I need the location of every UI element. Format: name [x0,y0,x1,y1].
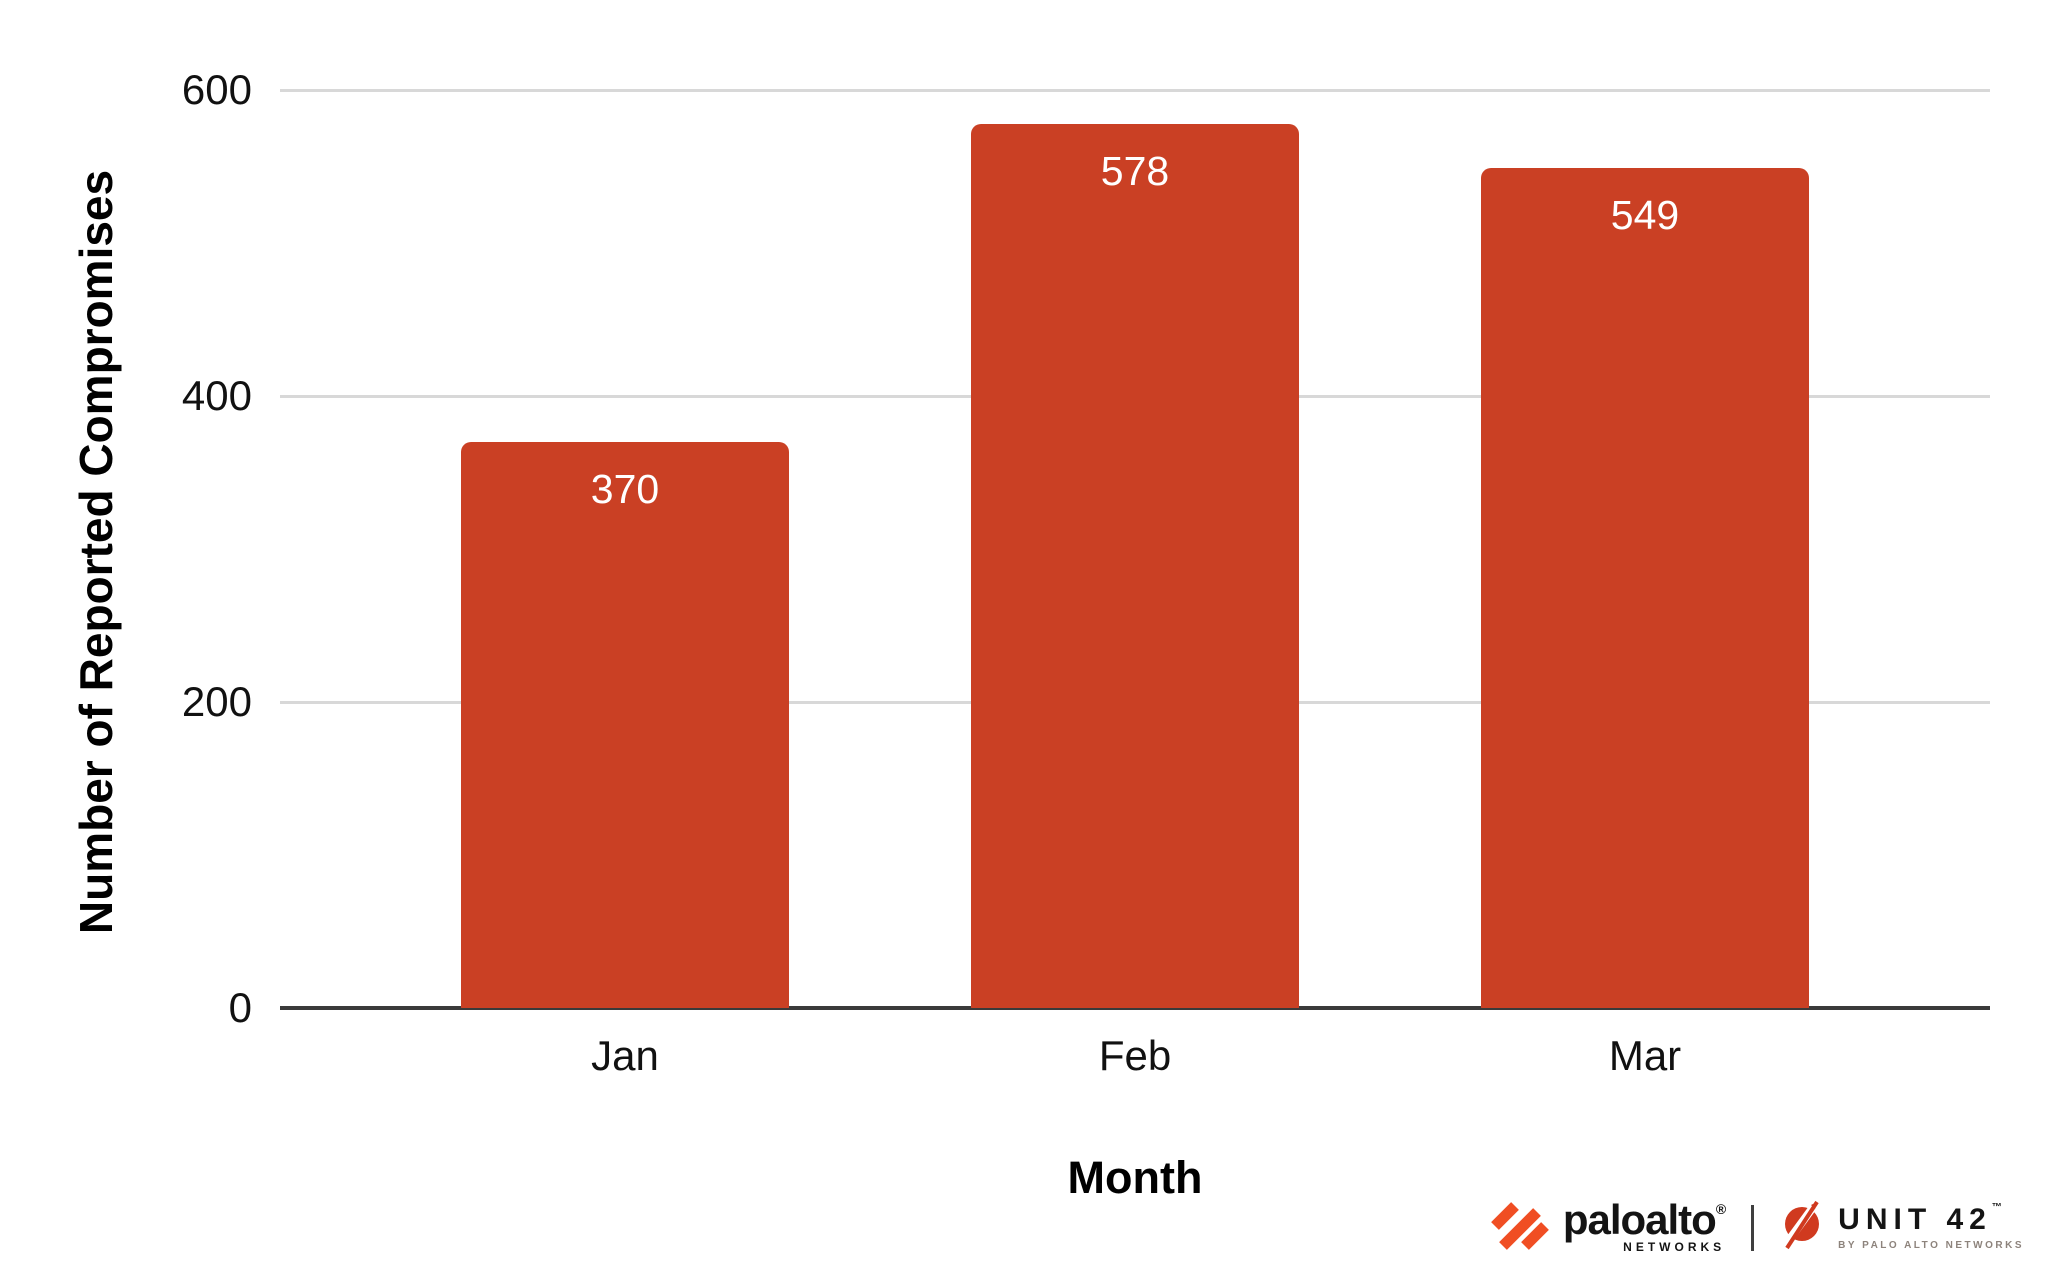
x-tick-label-mar: Mar [1608,1032,1682,1079]
bar-value-label-mar: 549 [1610,192,1680,239]
bar-mar: 549 [1481,168,1809,1008]
logo-divider [1751,1204,1755,1251]
bar-jan: 370 [461,441,789,1008]
paloalto-networks-logo: paloalto ® NETWORKS [1487,1195,1726,1257]
x-axis-title: Month [1067,1152,1203,1203]
gridline-600 [280,88,1990,92]
unit42-gauge-icon [1774,1192,1830,1258]
bar-feb: 578 [971,123,1299,1008]
paloalto-networks-icon [1487,1198,1553,1257]
paloalto-wordmark: paloalto ® [1562,1195,1726,1243]
y-tick-label-600: 600 [181,66,252,113]
bar-value-label-jan: 370 [590,465,660,512]
registered-mark: ® [1715,1200,1726,1217]
unit42-wordmark: UNIT 42 ™ [1838,1201,2002,1236]
y-tick-label-400: 400 [181,372,252,419]
paloalto-networks-label: NETWORKS [1623,1240,1726,1255]
x-tick-label-feb: Feb [1098,1032,1172,1079]
branding-strip: paloalto ® NETWORKS UNIT 42 ™ BY PALO ALTO [1487,1192,2024,1258]
y-tick-label-0: 0 [228,984,252,1031]
bar-value-label-feb: 578 [1100,147,1170,194]
unit42-byline: BY PALO ALTO NETWORKS [1838,1239,2024,1251]
trademark-mark: ™ [1991,1201,2002,1213]
unit42-logo: UNIT 42 ™ BY PALO ALTO NETWORKS [1774,1192,2024,1258]
y-tick-label-200: 200 [181,678,252,725]
x-tick-label-jan: Jan [591,1032,659,1079]
x-axis-line [280,1006,1990,1010]
y-axis-title: Number of Reported Compromises [70,169,122,935]
